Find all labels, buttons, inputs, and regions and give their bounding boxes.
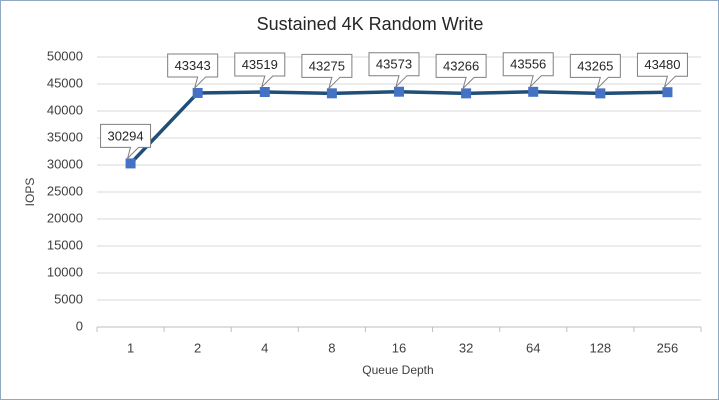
data-label-box — [368, 52, 420, 89]
y-tick-label: 45000 — [47, 75, 83, 90]
marker — [461, 88, 472, 99]
x-tick-label: 4 — [261, 340, 268, 355]
data-label: 43266 — [443, 58, 479, 73]
marker — [394, 86, 404, 97]
y-tick-label: 15000 — [47, 237, 83, 252]
marker — [662, 87, 673, 98]
y-tick-label: 5000 — [54, 291, 83, 306]
marker — [192, 87, 203, 98]
x-tick-label: 256 — [657, 340, 679, 355]
x-axis-title: Queue Depth — [362, 363, 433, 377]
chart-title: Sustained 4K Random Write — [257, 14, 484, 34]
marker — [595, 88, 606, 99]
marker — [125, 158, 136, 169]
data-label-box — [234, 52, 286, 89]
y-tick-label: 30000 — [47, 156, 83, 171]
x-tick-label: 16 — [392, 340, 406, 355]
data-label-box — [569, 53, 621, 91]
y-tick-label: 50000 — [47, 48, 83, 63]
y-tick-label: 10000 — [47, 264, 83, 279]
data-label-box — [435, 53, 487, 91]
marker — [259, 86, 270, 97]
data-label-box — [167, 53, 219, 90]
x-tick-label: 64 — [526, 340, 540, 355]
data-label: 43573 — [376, 57, 412, 72]
data-label: 43343 — [175, 58, 211, 73]
data-label: 43480 — [644, 57, 680, 72]
y-axis-title: IOPS — [23, 178, 37, 207]
data-label-box — [502, 52, 554, 89]
y-tick-label: 40000 — [47, 102, 83, 117]
data-label: 43265 — [577, 58, 613, 73]
data-label: 43556 — [510, 57, 546, 72]
data-label-box — [100, 123, 152, 161]
y-tick-label: 0 — [76, 318, 83, 333]
x-tick-label: 2 — [194, 340, 201, 355]
x-tick-label: 1 — [127, 340, 134, 355]
data-label: 43275 — [309, 58, 345, 73]
data-label: 43519 — [242, 57, 278, 72]
x-tick-label: 32 — [459, 340, 473, 355]
marker — [528, 86, 539, 97]
x-tick-label: 128 — [589, 340, 611, 355]
y-tick-label: 25000 — [47, 183, 83, 198]
data-label-box — [301, 53, 353, 90]
y-tick-label: 20000 — [47, 210, 83, 225]
y-tick-label: 35000 — [47, 129, 83, 144]
marker — [326, 88, 337, 99]
x-tick-label: 8 — [328, 340, 335, 355]
data-label-box — [636, 52, 688, 89]
data-label: 30294 — [107, 128, 143, 143]
